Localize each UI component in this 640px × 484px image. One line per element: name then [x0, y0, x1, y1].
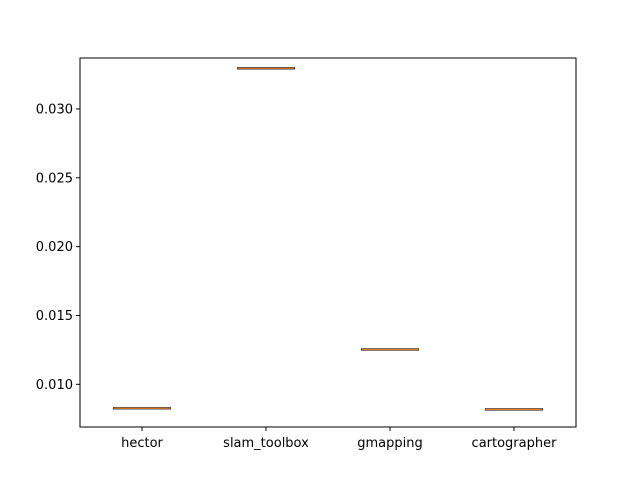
- axes-frame: [79, 57, 577, 428]
- y-tick-label: 0.030: [36, 102, 73, 117]
- x-tick-label: hector: [121, 436, 163, 451]
- x-tick-label: cartographer: [472, 436, 558, 451]
- x-axis: hector slam_toolbox gmapping cartographer: [121, 427, 557, 451]
- x-tick-label: gmapping: [357, 436, 423, 451]
- y-axis: 0.010 0.015 0.020 0.025 0.030: [36, 102, 80, 393]
- y-tick-label: 0.020: [36, 240, 73, 255]
- y-tick-label: 0.015: [36, 309, 73, 324]
- y-tick-label: 0.025: [36, 171, 73, 186]
- plot-area: [112, 67, 544, 411]
- x-tick-label: slam_toolbox: [223, 436, 309, 451]
- y-tick-label: 0.010: [36, 378, 73, 393]
